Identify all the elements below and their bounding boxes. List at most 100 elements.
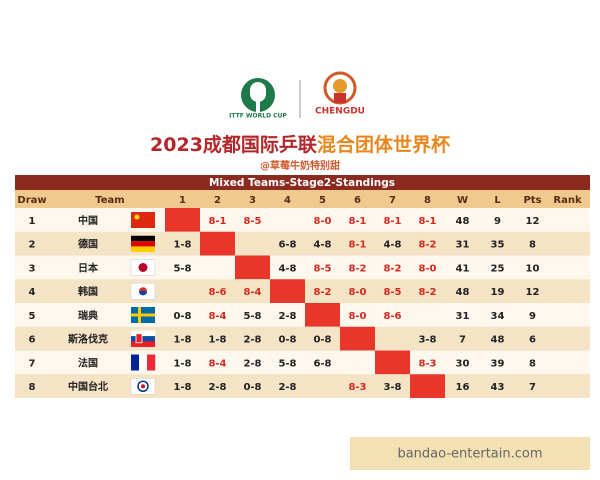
draw: 5 bbox=[29, 311, 36, 322]
result: 8-2 bbox=[418, 287, 436, 298]
flag bbox=[131, 235, 155, 242]
result: 2-8 bbox=[278, 311, 296, 322]
result: 8-1 bbox=[348, 216, 366, 227]
w: 48 bbox=[456, 216, 470, 227]
ittf-text: ITTF WORLD CUP bbox=[229, 113, 287, 120]
draw: 8 bbox=[29, 382, 36, 393]
result: 8-0 bbox=[418, 263, 436, 274]
result: 8-5 bbox=[383, 287, 401, 298]
pts: 10 bbox=[526, 263, 540, 274]
table-row bbox=[15, 208, 590, 232]
w: 48 bbox=[456, 287, 470, 298]
result: 8-1 bbox=[383, 216, 401, 227]
pts: 7 bbox=[529, 382, 536, 393]
diagonal-cell bbox=[200, 231, 235, 256]
result: 0-8 bbox=[173, 311, 191, 322]
result: 8-3 bbox=[348, 382, 366, 393]
flag bbox=[139, 354, 148, 371]
flag-disc bbox=[139, 291, 147, 296]
result: 2-8 bbox=[208, 382, 226, 393]
diagonal-cell bbox=[165, 208, 200, 232]
column-header: 3 bbox=[249, 195, 256, 206]
draw: 2 bbox=[29, 240, 36, 251]
column-header: 4 bbox=[284, 195, 291, 206]
l: 43 bbox=[491, 382, 505, 393]
result: 8-6 bbox=[208, 287, 226, 298]
diagonal-cell bbox=[375, 350, 410, 375]
caption: Mixed Teams-Stage2-Standings bbox=[209, 177, 395, 189]
result: 8-0 bbox=[348, 311, 366, 322]
column-header: L bbox=[494, 195, 501, 206]
draw: 6 bbox=[29, 335, 36, 346]
result: 1-8 bbox=[173, 358, 191, 369]
flag bbox=[147, 354, 156, 371]
header-row bbox=[15, 190, 590, 208]
result: 6-8 bbox=[313, 358, 331, 369]
result: 3-8 bbox=[383, 382, 401, 393]
l: 19 bbox=[491, 287, 505, 298]
l: 9 bbox=[494, 216, 501, 227]
result: 8-2 bbox=[418, 240, 436, 251]
table-row bbox=[15, 326, 590, 351]
result: 8-6 bbox=[383, 311, 401, 322]
result: 5-8 bbox=[173, 263, 191, 274]
result: 5-8 bbox=[278, 358, 296, 369]
author: @草莓牛奶特别甜 bbox=[260, 159, 340, 172]
team: 法国 bbox=[78, 356, 98, 369]
column-header: 8 bbox=[424, 195, 431, 206]
result: 8-2 bbox=[313, 287, 331, 298]
table-row bbox=[15, 255, 590, 280]
table-row bbox=[15, 374, 590, 398]
w: 31 bbox=[456, 240, 470, 251]
result: 6-8 bbox=[278, 240, 296, 251]
flag-emblem bbox=[141, 384, 145, 389]
w: 30 bbox=[456, 358, 470, 369]
draw: 1 bbox=[29, 216, 36, 227]
flag bbox=[131, 241, 155, 247]
pts: 6 bbox=[529, 335, 536, 346]
result: 8-0 bbox=[313, 216, 331, 227]
flag bbox=[131, 212, 155, 228]
flag-shield bbox=[135, 333, 143, 344]
l: 34 bbox=[491, 311, 505, 322]
result: 8-4 bbox=[208, 311, 226, 322]
column-header: 1 bbox=[179, 195, 186, 206]
l: 25 bbox=[491, 263, 505, 274]
flag bbox=[131, 341, 155, 347]
diagonal-cell bbox=[235, 255, 270, 280]
result: 8-2 bbox=[383, 263, 401, 274]
l: 35 bbox=[491, 240, 505, 251]
result: 2-8 bbox=[243, 335, 261, 346]
result: 2-8 bbox=[243, 358, 261, 369]
result: 1-8 bbox=[208, 335, 226, 346]
result: 8-2 bbox=[348, 263, 366, 274]
chengdu-text: CHENGDU bbox=[315, 107, 365, 117]
column-header: 6 bbox=[354, 195, 361, 206]
result: 8-1 bbox=[418, 216, 436, 227]
result: 8-0 bbox=[348, 287, 366, 298]
w: 7 bbox=[459, 335, 466, 346]
result: 5-8 bbox=[243, 311, 261, 322]
pts: 9 bbox=[529, 311, 536, 322]
column-header: Rank bbox=[553, 195, 582, 206]
pts: 8 bbox=[529, 358, 536, 369]
column-header: Draw bbox=[17, 195, 46, 206]
w: 31 bbox=[456, 311, 470, 322]
title: 2023成都国际乒联混合团体世界杯 bbox=[150, 133, 450, 156]
result: 0-8 bbox=[243, 382, 261, 393]
flag-disc bbox=[138, 263, 148, 272]
team: 日本 bbox=[78, 261, 99, 274]
diagonal-cell bbox=[340, 326, 375, 351]
table-row bbox=[15, 303, 590, 327]
draw: 7 bbox=[29, 358, 36, 369]
team: 中国台北 bbox=[68, 380, 108, 393]
column-header: 2 bbox=[214, 195, 221, 206]
l: 48 bbox=[491, 335, 505, 346]
title-main: 2023成都国际乒联 bbox=[150, 133, 317, 156]
team: 瑞典 bbox=[78, 309, 98, 322]
chengdu-logo bbox=[323, 71, 357, 105]
draw: 4 bbox=[29, 287, 36, 298]
flag bbox=[131, 246, 155, 252]
team: 斯洛伐克 bbox=[68, 333, 108, 346]
column-header: Pts bbox=[523, 195, 541, 206]
